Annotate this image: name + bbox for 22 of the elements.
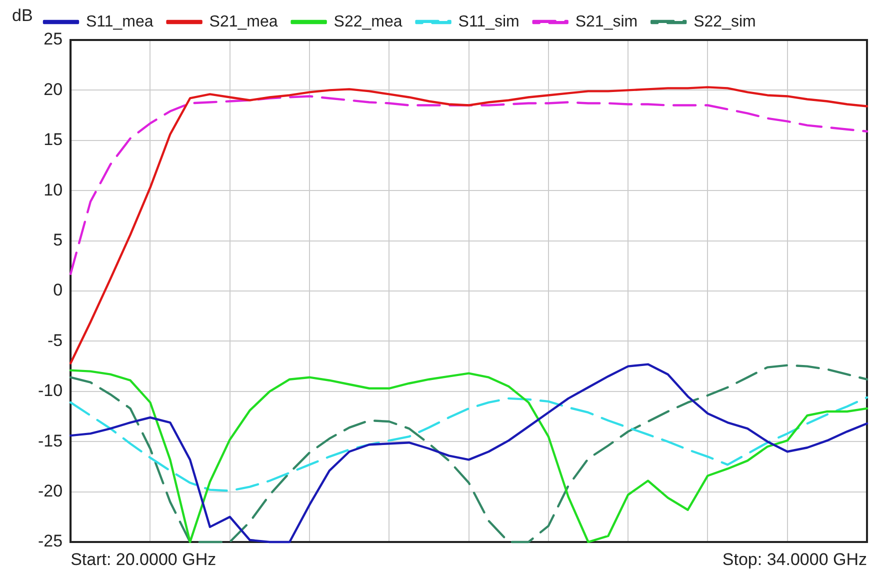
y-tick-label: -15	[38, 431, 63, 450]
legend-label: S11_sim	[458, 13, 520, 30]
y-tick-label: -10	[38, 381, 63, 400]
y-tick-label: -25	[38, 532, 63, 551]
y-tick-label: 25	[44, 30, 63, 49]
y-tick-label: 15	[44, 130, 63, 150]
legend-label: S21_mea	[209, 13, 278, 30]
y-tick-label: -5	[47, 330, 63, 350]
y-tick-label: 10	[44, 180, 63, 200]
legend-label: S22_sim	[694, 13, 756, 30]
legend-label: S11_mea	[86, 13, 154, 30]
line-series	[69, 95, 868, 276]
y-tick-label: 0	[53, 280, 63, 300]
y-tick-label: -20	[38, 481, 63, 500]
text: Stop: 34.0000 GHz	[722, 550, 867, 570]
legend-label: S22_mea	[334, 13, 402, 30]
y-tick-label: 20	[44, 80, 63, 99]
y-axis-title: dB	[12, 6, 33, 26]
legend-label: S21_sim	[575, 13, 638, 30]
line-series	[69, 396, 868, 492]
text: Start: 20.0000 GHz	[70, 550, 216, 570]
y-tick-label: 5	[53, 230, 63, 250]
